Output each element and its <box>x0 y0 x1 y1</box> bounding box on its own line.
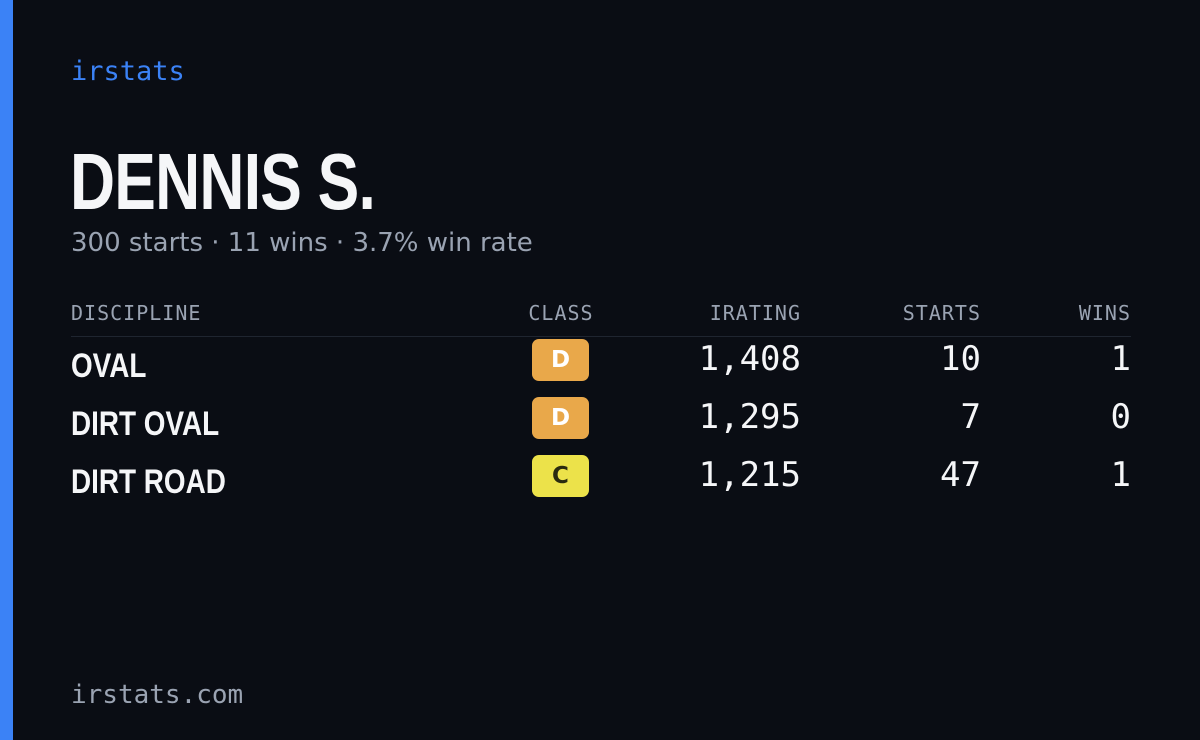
driver-summary: 300 starts · 11 wins · 3.7% win rate <box>71 228 533 258</box>
table-header: DISCIPLINE CLASS IRATING STARTS WINS <box>71 298 1131 337</box>
irating-value: 1,295 <box>698 397 801 437</box>
class-badge: D <box>532 339 589 381</box>
starts-value: 10 <box>940 339 981 379</box>
irating-value: 1,408 <box>698 339 801 379</box>
discipline-name: DIRT ROAD <box>71 463 226 501</box>
irating-value: 1,215 <box>698 455 801 495</box>
header-starts: STARTS <box>902 301 981 325</box>
header-discipline: DISCIPLINE <box>71 301 202 325</box>
header-irating: IRATING <box>709 301 801 325</box>
table-row: OVAL D 1,408 10 1 <box>71 337 1131 395</box>
discipline-name: DIRT OVAL <box>71 405 220 443</box>
table-row: DIRT ROAD C 1,215 47 1 <box>71 453 1131 511</box>
class-badge: C <box>532 455 589 497</box>
brand-logo: irstats <box>71 56 185 87</box>
wins-value: 0 <box>1110 397 1131 437</box>
footer-url: irstats.com <box>71 680 244 710</box>
stats-table: DISCIPLINE CLASS IRATING STARTS WINS OVA… <box>71 298 1131 511</box>
header-wins: WINS <box>1078 301 1131 325</box>
accent-bar <box>0 0 13 740</box>
driver-name: DENNIS S. <box>70 137 376 226</box>
header-class: CLASS <box>528 301 594 325</box>
discipline-name: OVAL <box>71 347 147 385</box>
starts-value: 7 <box>960 397 981 437</box>
class-badge: D <box>532 397 589 439</box>
wins-value: 1 <box>1110 455 1131 495</box>
wins-value: 1 <box>1110 339 1131 379</box>
starts-value: 47 <box>940 455 981 495</box>
table-row: DIRT OVAL D 1,295 7 0 <box>71 395 1131 453</box>
